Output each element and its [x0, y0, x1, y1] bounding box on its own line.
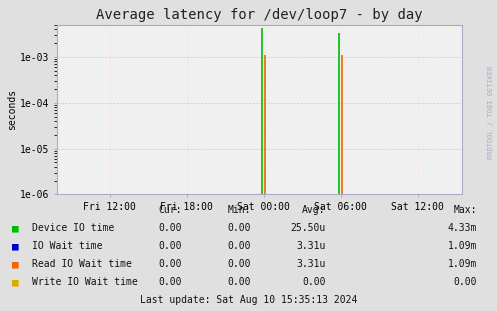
- Text: 0.00: 0.00: [228, 259, 251, 269]
- Text: Write IO Wait time: Write IO Wait time: [32, 277, 138, 287]
- Title: Average latency for /dev/loop7 - by day: Average latency for /dev/loop7 - by day: [96, 8, 423, 22]
- Text: Cur:: Cur:: [158, 205, 181, 215]
- Text: 0.00: 0.00: [454, 277, 477, 287]
- Text: 25.50u: 25.50u: [290, 223, 326, 233]
- Text: 1.09m: 1.09m: [448, 259, 477, 269]
- Text: 1.09m: 1.09m: [448, 241, 477, 251]
- Text: ■: ■: [12, 241, 19, 251]
- Text: Device IO time: Device IO time: [32, 223, 114, 233]
- Y-axis label: seconds: seconds: [7, 89, 17, 130]
- Text: 0.00: 0.00: [228, 223, 251, 233]
- Text: Read IO Wait time: Read IO Wait time: [32, 259, 132, 269]
- Text: 0.00: 0.00: [302, 277, 326, 287]
- Text: 0.00: 0.00: [228, 277, 251, 287]
- Text: 4.33m: 4.33m: [448, 223, 477, 233]
- Text: IO Wait time: IO Wait time: [32, 241, 103, 251]
- Text: 0.00: 0.00: [158, 241, 181, 251]
- Text: 3.31u: 3.31u: [296, 259, 326, 269]
- Text: 0.00: 0.00: [158, 223, 181, 233]
- Text: RRDTOOL / TOBI OETIKER: RRDTOOL / TOBI OETIKER: [488, 65, 494, 159]
- Text: Max:: Max:: [454, 205, 477, 215]
- Text: Avg:: Avg:: [302, 205, 326, 215]
- Text: ■: ■: [12, 277, 19, 287]
- Text: 3.31u: 3.31u: [296, 241, 326, 251]
- Text: 0.00: 0.00: [158, 277, 181, 287]
- Text: ■: ■: [12, 259, 19, 269]
- Text: 0.00: 0.00: [228, 241, 251, 251]
- Text: ■: ■: [12, 223, 19, 233]
- Text: Min:: Min:: [228, 205, 251, 215]
- Text: Last update: Sat Aug 10 15:35:13 2024: Last update: Sat Aug 10 15:35:13 2024: [140, 295, 357, 305]
- Text: 0.00: 0.00: [158, 259, 181, 269]
